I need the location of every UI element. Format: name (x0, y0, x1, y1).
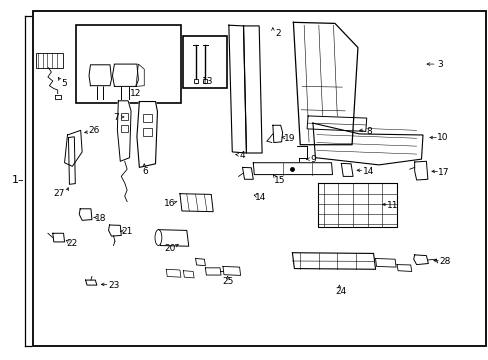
Text: 27: 27 (53, 189, 64, 198)
Text: 18: 18 (95, 214, 106, 222)
Polygon shape (223, 266, 240, 275)
Polygon shape (292, 253, 375, 269)
Polygon shape (375, 258, 395, 267)
Polygon shape (414, 161, 427, 180)
Polygon shape (306, 116, 366, 131)
Polygon shape (317, 183, 396, 227)
Bar (121, 113, 128, 120)
Text: 3: 3 (437, 60, 443, 69)
Polygon shape (137, 102, 157, 167)
Polygon shape (243, 26, 262, 153)
Polygon shape (64, 130, 82, 166)
Bar (36, 53, 63, 68)
Polygon shape (312, 123, 422, 165)
Polygon shape (108, 225, 121, 236)
Text: 15: 15 (273, 176, 285, 185)
Polygon shape (242, 167, 253, 179)
Text: 24: 24 (335, 287, 346, 296)
Text: 1–: 1– (12, 175, 25, 185)
Polygon shape (53, 233, 64, 242)
Bar (143, 128, 152, 136)
Text: 7: 7 (113, 112, 119, 122)
Text: 20: 20 (163, 244, 175, 253)
Bar (121, 125, 128, 132)
Polygon shape (117, 101, 131, 161)
Ellipse shape (155, 230, 162, 246)
Polygon shape (79, 209, 92, 220)
Polygon shape (136, 64, 144, 86)
Text: 4: 4 (239, 152, 244, 161)
Polygon shape (228, 25, 246, 153)
Polygon shape (89, 65, 111, 86)
Text: 17: 17 (437, 168, 449, 177)
Text: 28: 28 (438, 257, 450, 266)
Text: 21: 21 (121, 228, 133, 237)
Polygon shape (195, 258, 205, 266)
Bar (143, 114, 152, 122)
Text: 11: 11 (386, 201, 398, 210)
Text: 6: 6 (142, 167, 148, 176)
Polygon shape (413, 255, 427, 265)
Polygon shape (293, 22, 357, 145)
Text: 8: 8 (366, 127, 372, 136)
Polygon shape (112, 64, 138, 86)
Polygon shape (85, 280, 97, 285)
Bar (76, 25, 181, 103)
Text: 25: 25 (222, 277, 234, 287)
Polygon shape (68, 137, 75, 184)
Text: 2: 2 (274, 30, 280, 39)
Text: 5: 5 (61, 79, 67, 88)
Polygon shape (396, 265, 411, 271)
Text: 16: 16 (163, 199, 175, 207)
Text: 14: 14 (255, 193, 266, 202)
Polygon shape (272, 125, 282, 143)
Polygon shape (158, 230, 188, 246)
Text: 12: 12 (130, 89, 142, 98)
Text: 14: 14 (362, 166, 373, 176)
Text: 10: 10 (436, 134, 448, 143)
Bar (203, 79, 207, 83)
Text: 13: 13 (201, 77, 213, 86)
Bar (193, 79, 197, 83)
Text: 22: 22 (66, 239, 78, 248)
Text: 26: 26 (88, 126, 100, 135)
Polygon shape (341, 163, 352, 176)
Polygon shape (205, 268, 221, 275)
Polygon shape (183, 271, 194, 278)
Polygon shape (166, 269, 181, 277)
Text: 19: 19 (283, 134, 295, 143)
Text: 9: 9 (310, 156, 316, 164)
Text: 23: 23 (108, 281, 120, 289)
Polygon shape (180, 194, 213, 212)
Polygon shape (253, 163, 332, 175)
Bar (183, 36, 227, 88)
